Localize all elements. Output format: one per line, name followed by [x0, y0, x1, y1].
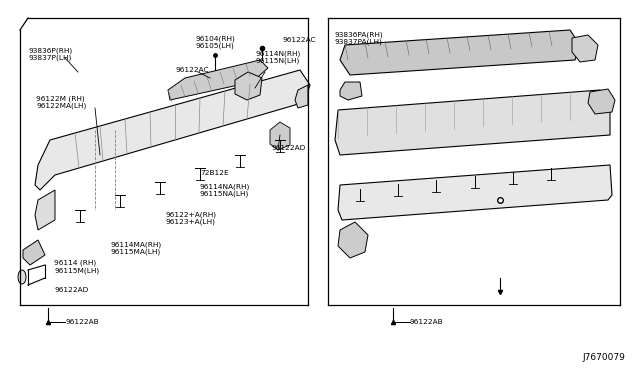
Polygon shape: [23, 240, 45, 265]
Text: 96114MA(RH)
96115MA(LH): 96114MA(RH) 96115MA(LH): [110, 241, 161, 255]
Text: 96122+A(RH)
96123+A(LH): 96122+A(RH) 96123+A(LH): [166, 211, 217, 225]
Polygon shape: [338, 222, 368, 258]
Text: 96114N(RH)
96115N(LH): 96114N(RH) 96115N(LH): [256, 50, 301, 64]
Text: 96114NA(RH)
96115NA(LH): 96114NA(RH) 96115NA(LH): [200, 183, 250, 197]
Polygon shape: [35, 190, 55, 230]
Polygon shape: [235, 72, 262, 100]
Polygon shape: [340, 82, 362, 100]
Text: 96122AB: 96122AB: [65, 319, 99, 325]
Text: 72B12E: 72B12E: [200, 170, 228, 176]
Text: 96122AC: 96122AC: [283, 37, 317, 43]
Text: 96122AC: 96122AC: [175, 67, 209, 73]
Polygon shape: [35, 70, 310, 190]
Text: 93836PA(RH)
93837PA(LH): 93836PA(RH) 93837PA(LH): [335, 31, 384, 45]
Polygon shape: [340, 30, 580, 75]
Text: 96114 (RH)
96115M(LH): 96114 (RH) 96115M(LH): [54, 260, 99, 274]
Ellipse shape: [18, 270, 26, 284]
Polygon shape: [338, 165, 612, 220]
Polygon shape: [572, 35, 598, 62]
Polygon shape: [270, 122, 290, 150]
Polygon shape: [295, 85, 308, 108]
Text: 93836P(RH)
93837P(LH): 93836P(RH) 93837P(LH): [28, 47, 72, 61]
Text: 96122M (RH)
96122MA(LH): 96122M (RH) 96122MA(LH): [36, 95, 86, 109]
Polygon shape: [335, 90, 610, 155]
Text: 96122AD: 96122AD: [54, 287, 88, 293]
Polygon shape: [168, 60, 268, 100]
Text: 96122AB: 96122AB: [410, 319, 444, 325]
Text: 96104(RH)
96105(LH): 96104(RH) 96105(LH): [196, 35, 236, 49]
Text: J7670079: J7670079: [582, 353, 625, 362]
Text: 96122AD: 96122AD: [272, 145, 307, 151]
Polygon shape: [588, 89, 615, 114]
